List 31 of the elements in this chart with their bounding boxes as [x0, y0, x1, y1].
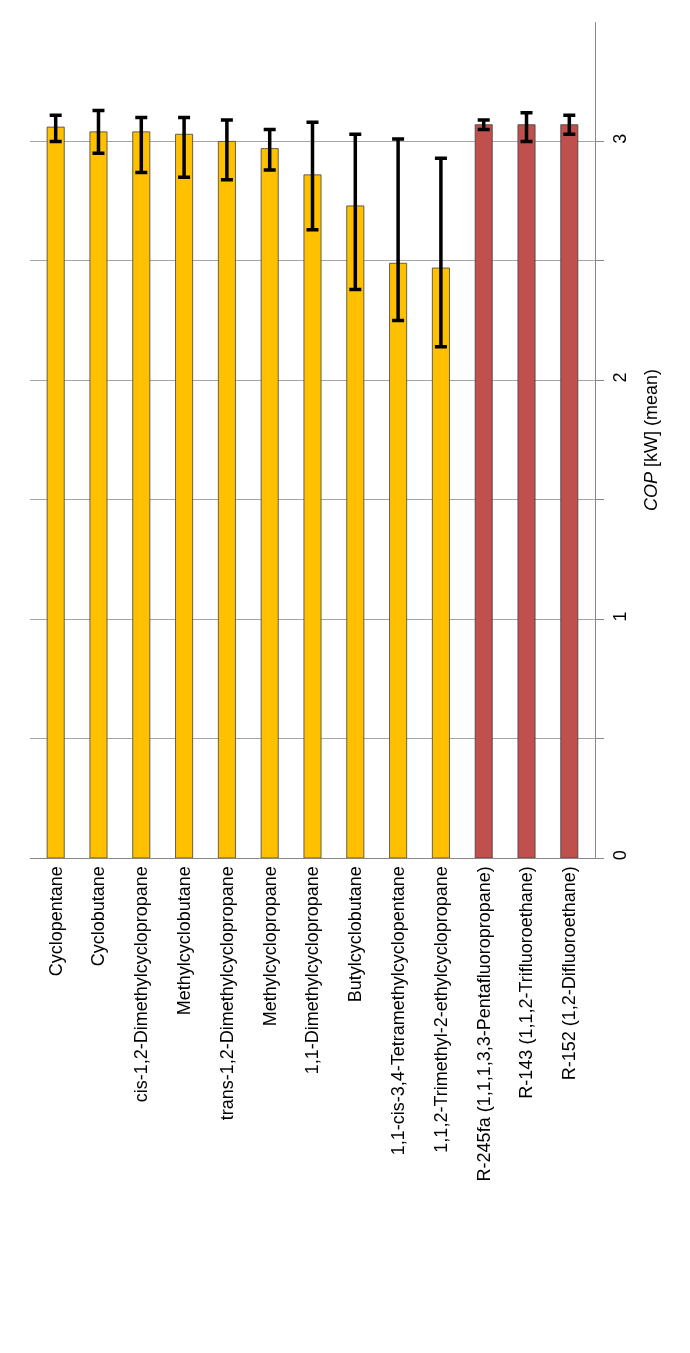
x-tick-label: Cyclopentane — [45, 866, 66, 977]
bar — [175, 133, 194, 858]
y-axis-title: COP [kW] (mean) — [640, 368, 661, 512]
x-tick-label: Cyclobutane — [88, 866, 109, 967]
bar — [217, 141, 236, 858]
bar — [346, 205, 365, 858]
y-tick-label: 0 — [609, 850, 630, 861]
bar — [132, 131, 151, 858]
y-tick-label: 1 — [609, 611, 630, 622]
bar — [560, 124, 579, 858]
x-tick-label: R-152 (1,2-Difluoroethane) — [559, 866, 580, 1081]
bar — [260, 148, 279, 858]
bar — [431, 267, 450, 858]
bar — [46, 126, 65, 858]
x-tick-label: Methylcyclobutane — [173, 866, 194, 1016]
x-tick-label: R-143 (1,1,2-Trifluoroethane) — [516, 866, 537, 1099]
bar — [474, 124, 493, 858]
bar — [389, 262, 408, 858]
x-tick-label: Butylcyclobutane — [345, 866, 366, 1003]
x-tick-label: cis-1,2-Dimethylcyclopropane — [131, 866, 152, 1103]
bar — [303, 174, 322, 858]
x-tick-label: 1,1,2-Trimethyl-2-ethylcyclopropane — [430, 866, 451, 1153]
bar — [517, 124, 536, 858]
x-tick-label: 1,1-Dimethylcyclopropane — [302, 866, 323, 1075]
y-tick-label: 2 — [609, 372, 630, 383]
bar — [89, 131, 108, 858]
y-tick-label: 3 — [609, 133, 630, 144]
x-tick-label: Methylcyclopropane — [259, 866, 280, 1027]
x-tick-label: R-245fa (1,1,1,3,3-Pentafluoropropane) — [473, 866, 494, 1182]
x-tick-label: 1,1-cis-3,4-Tetramethylcyclopentane — [387, 866, 408, 1156]
x-tick-label: trans-1,2-Dimethylcyclopropane — [216, 866, 237, 1121]
